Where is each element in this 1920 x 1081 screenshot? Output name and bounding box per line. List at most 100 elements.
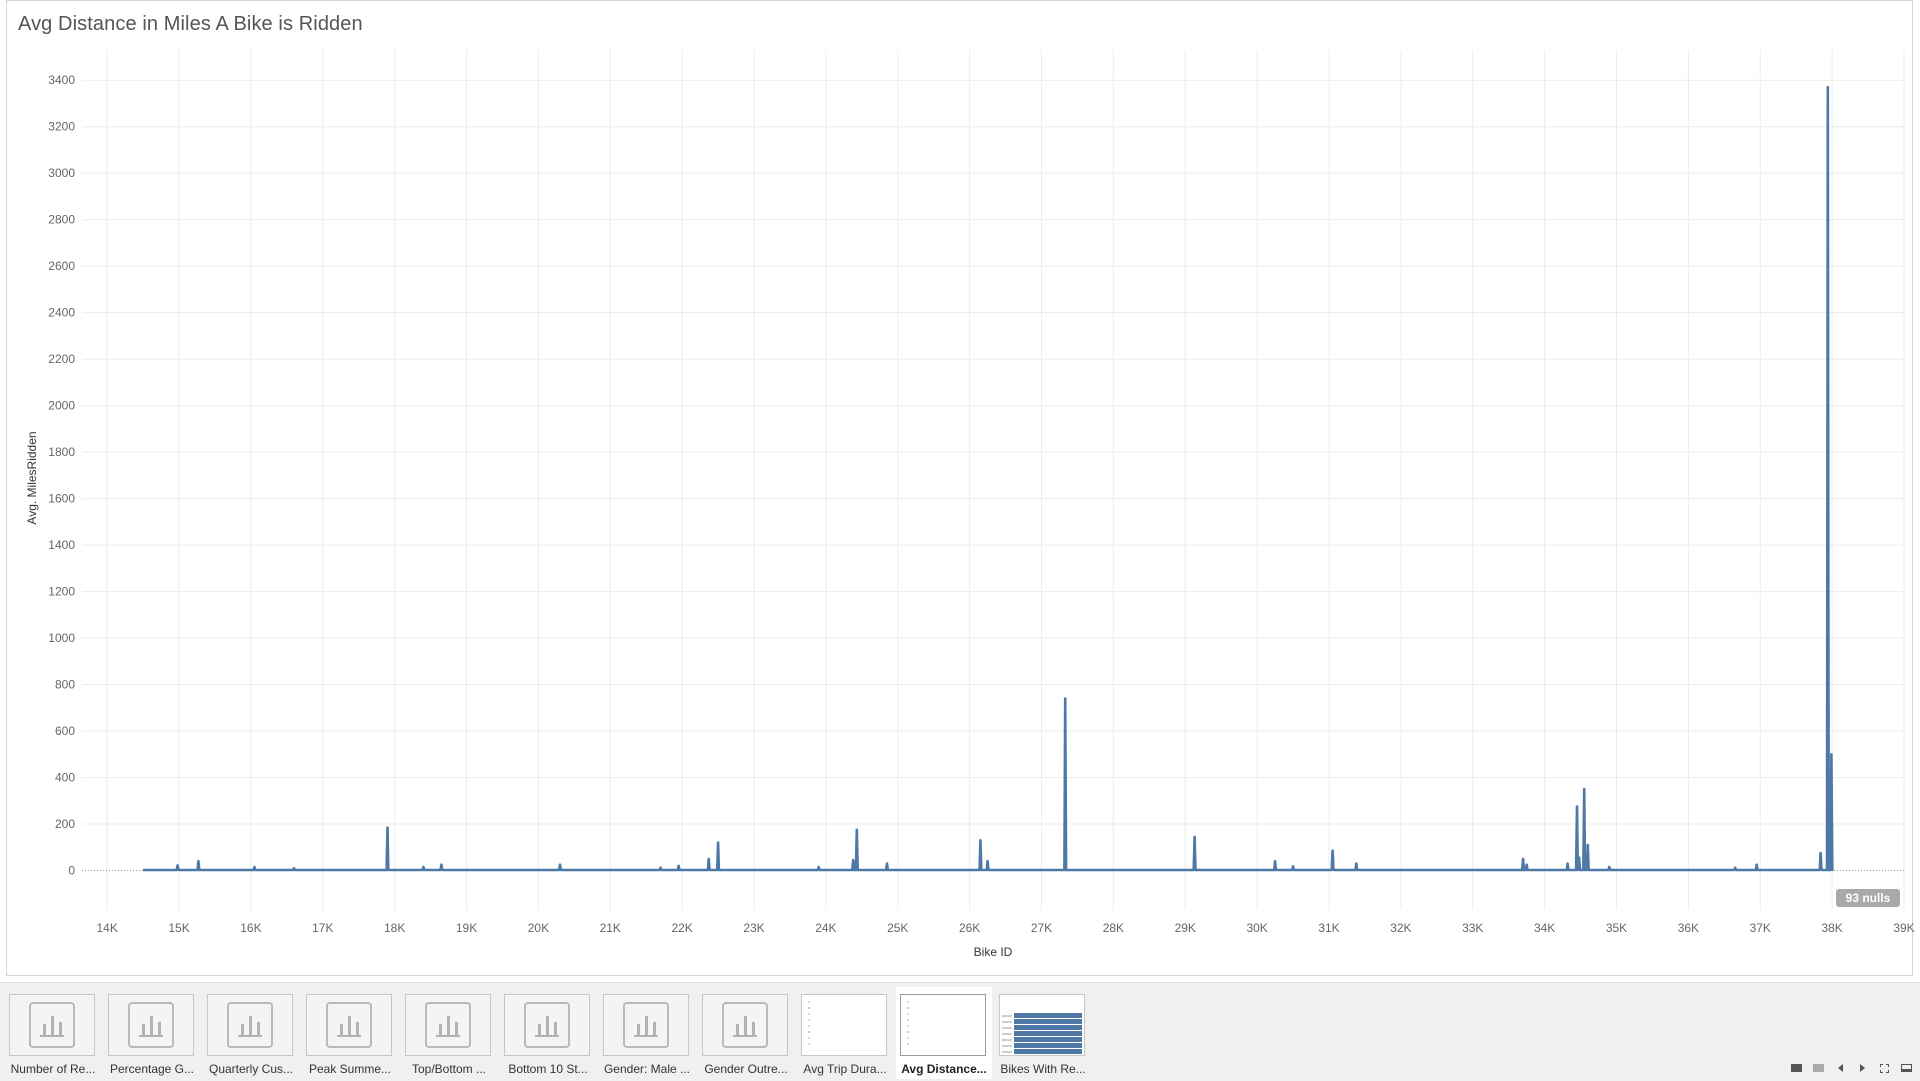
y-tick-label: 2200 — [48, 352, 75, 366]
sheet-tab-label: Peak Summe... — [308, 1062, 392, 1076]
y-tick-label: 2400 — [48, 306, 75, 320]
x-tick-label: 33K — [1462, 921, 1483, 935]
nulls-indicator-label: 93 nulls — [1846, 891, 1891, 905]
sheet-tab[interactable]: Bottom 10 St... — [500, 987, 596, 1079]
x-tick-label: 24K — [815, 921, 836, 935]
sheet-tab[interactable]: Percentage G... — [104, 987, 200, 1079]
sheet-tab-label: Bikes With Re... — [1000, 1062, 1086, 1076]
y-tick-label: 200 — [55, 817, 75, 831]
sheet-thumbnail — [306, 994, 392, 1056]
sheet-tab[interactable]: Top/Bottom ... — [401, 987, 497, 1079]
y-tick-label: 3200 — [48, 120, 75, 134]
sheet-thumbnail — [900, 994, 986, 1056]
sheet-tab-label: Bottom 10 St... — [508, 1062, 588, 1076]
previous-sheet-icon[interactable] — [1832, 1060, 1848, 1076]
x-tick-label: 22K — [671, 921, 692, 935]
y-tick-label: 0 — [68, 863, 75, 877]
x-tick-label: 35K — [1606, 921, 1627, 935]
sheet-thumbnail — [702, 994, 788, 1056]
x-tick-label: 36K — [1678, 921, 1699, 935]
y-tick-label: 2600 — [48, 259, 75, 273]
sheet-thumbnail — [207, 994, 293, 1056]
x-tick-label: 23K — [743, 921, 764, 935]
x-tick-label: 34K — [1534, 921, 1555, 935]
sheet-tab-label: Avg Trip Dura... — [803, 1062, 887, 1076]
y-axis-title: Avg. MilesRidden — [25, 431, 39, 524]
y-tick-label: 1400 — [48, 538, 75, 552]
sheet-tab-label: Avg Distance... — [901, 1062, 987, 1076]
x-tick-label: 27K — [1031, 921, 1052, 935]
sheet-preview — [901, 995, 985, 1055]
x-tick-label: 25K — [887, 921, 908, 935]
bar-chart-icon — [227, 1002, 273, 1048]
x-tick-label: 15K — [168, 921, 189, 935]
x-tick-label: 39K — [1893, 921, 1914, 935]
sheet-thumbnail — [108, 994, 194, 1056]
sheet-thumbnail — [801, 994, 887, 1056]
sheet-tab[interactable]: Gender Outre... — [698, 987, 794, 1079]
sheet-thumbnail — [405, 994, 491, 1056]
x-tick-label: 30K — [1246, 921, 1267, 935]
x-tick-label: 37K — [1750, 921, 1771, 935]
x-tick-label: 18K — [384, 921, 405, 935]
bar-chart-icon — [326, 1002, 372, 1048]
sheet-tab-label: Percentage G... — [109, 1062, 195, 1076]
line-chart: 14K 15K 16K 17K 18K 19K 20K 21K 22K 23K 24K 25K 26K 2… — [25, 50, 1915, 959]
presentation-mode-icon[interactable] — [1898, 1060, 1914, 1076]
bar-chart-icon — [425, 1002, 471, 1048]
fullscreen-icon[interactable] — [1876, 1060, 1892, 1076]
series-line — [143, 85, 1834, 872]
sheet-tab[interactable]: Peak Summe... — [302, 987, 398, 1079]
x-tick-label: 31K — [1318, 921, 1339, 935]
sheet-tab-label: Top/Bottom ... — [411, 1062, 487, 1076]
sheet-tab[interactable]: Quarterly Cus... — [203, 987, 299, 1079]
x-axis-title: Bike ID — [974, 945, 1013, 959]
sheet-tab[interactable]: Avg Distance... — [896, 987, 992, 1079]
sheet-thumbnail — [9, 994, 95, 1056]
show-sheets-icon[interactable] — [1788, 1060, 1804, 1076]
x-tick-label: 20K — [528, 921, 549, 935]
sheet-tab[interactable]: Gender: Male ... — [599, 987, 695, 1079]
sheet-tab-label: Quarterly Cus... — [208, 1062, 294, 1076]
bar-chart-icon — [722, 1002, 768, 1048]
x-tick-label: 28K — [1103, 921, 1124, 935]
sheet-tab-label: Gender Outre... — [704, 1062, 788, 1076]
x-tick-label: 38K — [1821, 921, 1842, 935]
bar-chart-icon — [524, 1002, 570, 1048]
x-tick-label: 26K — [959, 921, 980, 935]
x-tick-label: 19K — [456, 921, 477, 935]
sheet-tab-label: Gender: Male ... — [603, 1062, 691, 1076]
y-tick-label: 1200 — [48, 585, 75, 599]
x-tick-label: 32K — [1390, 921, 1411, 935]
y-tick-label: 1800 — [48, 445, 75, 459]
x-tick-label: 16K — [240, 921, 261, 935]
bar-chart-icon — [623, 1002, 669, 1048]
sheet-thumbnail — [603, 994, 689, 1056]
navigation-controls — [1788, 1060, 1914, 1076]
y-tick-label: 3000 — [48, 166, 75, 180]
sheet-tab[interactable]: Avg Trip Dura... — [797, 987, 893, 1079]
y-tick-label: 400 — [55, 771, 75, 785]
x-tick-label: 17K — [312, 921, 333, 935]
y-tick-label: 3400 — [48, 73, 75, 87]
show-filmstrip-icon[interactable] — [1810, 1060, 1826, 1076]
chart-title: Avg Distance in Miles A Bike is Ridden — [18, 13, 363, 35]
bar-preview — [1000, 995, 1084, 1055]
y-tick-label: 600 — [55, 724, 75, 738]
x-tick-label: 14K — [96, 921, 117, 935]
x-tick-label: 29K — [1175, 921, 1196, 935]
viz-container: Avg Distance in Miles A Bike is Ridden — [6, 0, 1913, 976]
sheet-tab-label: Number of Re... — [10, 1062, 96, 1076]
bar-chart-icon — [128, 1002, 174, 1048]
sheet-thumbnail — [504, 994, 590, 1056]
y-tick-label: 2000 — [48, 399, 75, 413]
sheet-tab[interactable]: Number of Re... — [5, 987, 101, 1079]
y-tick-label: 2800 — [48, 213, 75, 227]
y-tick-label: 1600 — [48, 492, 75, 506]
sheet-tabs-filmstrip: Number of Re... Percentage G... Quarterly … — [0, 982, 1920, 1081]
nulls-indicator[interactable] — [1836, 889, 1900, 907]
next-sheet-icon[interactable] — [1854, 1060, 1870, 1076]
sheet-tab[interactable]: Bikes With Re... — [995, 987, 1091, 1079]
sheet-preview — [802, 995, 886, 1055]
y-tick-label: 800 — [55, 678, 75, 692]
